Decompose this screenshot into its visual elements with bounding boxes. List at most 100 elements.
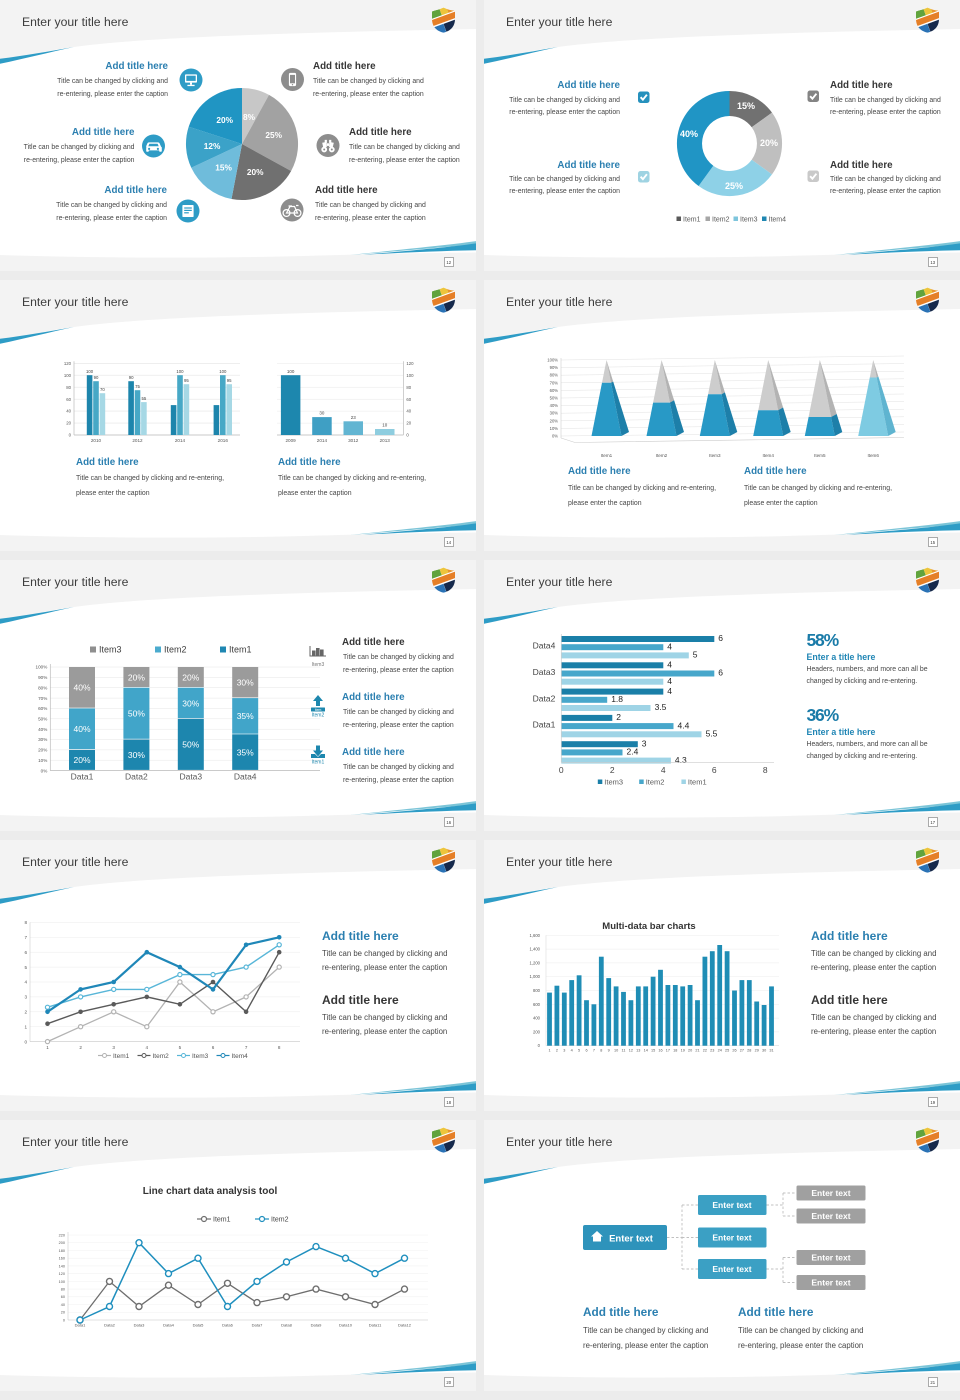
svg-text:800: 800 xyxy=(533,988,541,993)
svg-text:Item4: Item4 xyxy=(769,217,787,224)
svg-text:3: 3 xyxy=(563,1049,565,1053)
svg-text:2: 2 xyxy=(610,765,615,775)
svg-text:23: 23 xyxy=(710,1049,714,1053)
svg-text:Item3: Item3 xyxy=(192,1053,209,1060)
svg-text:35%: 35% xyxy=(237,711,254,721)
svg-text:23: 23 xyxy=(351,415,357,420)
svg-text:5: 5 xyxy=(24,965,27,970)
svg-text:1,200: 1,200 xyxy=(530,960,541,965)
svg-text:2010: 2010 xyxy=(91,438,102,443)
svg-text:20%: 20% xyxy=(38,748,47,753)
svg-text:0%: 0% xyxy=(552,434,558,439)
svg-text:8: 8 xyxy=(763,765,768,775)
svg-text:40%: 40% xyxy=(38,727,47,732)
svg-text:50%: 50% xyxy=(550,396,559,401)
svg-text:1,600: 1,600 xyxy=(530,933,541,938)
svg-text:40: 40 xyxy=(61,1303,65,1307)
svg-text:1,400: 1,400 xyxy=(530,947,541,952)
svg-text:70: 70 xyxy=(100,387,105,392)
svg-text:Enter text: Enter text xyxy=(811,1211,850,1221)
svg-text:30: 30 xyxy=(762,1049,766,1053)
svg-text:20: 20 xyxy=(66,421,71,426)
svg-text:3.5: 3.5 xyxy=(655,702,667,712)
svg-text:Item2: Item2 xyxy=(656,453,668,458)
svg-text:4.3: 4.3 xyxy=(675,755,687,765)
svg-text:4: 4 xyxy=(661,765,666,775)
svg-text:95: 95 xyxy=(184,378,189,383)
svg-text:60%: 60% xyxy=(38,706,47,711)
svg-text:20%: 20% xyxy=(182,672,199,682)
svg-text:120: 120 xyxy=(59,1272,65,1276)
svg-text:100: 100 xyxy=(86,369,94,374)
svg-text:14: 14 xyxy=(644,1049,648,1053)
svg-text:55: 55 xyxy=(142,396,147,401)
svg-text:600: 600 xyxy=(533,1002,541,1007)
svg-text:24: 24 xyxy=(718,1049,722,1053)
svg-text:40: 40 xyxy=(406,409,411,414)
svg-text:5: 5 xyxy=(578,1049,580,1053)
svg-text:3: 3 xyxy=(112,1045,115,1050)
svg-text:18: 18 xyxy=(673,1049,677,1053)
svg-text:13: 13 xyxy=(636,1049,640,1053)
svg-text:Item2: Item2 xyxy=(646,778,665,787)
svg-text:5: 5 xyxy=(179,1045,182,1050)
svg-text:7: 7 xyxy=(593,1049,595,1053)
svg-text:Data12: Data12 xyxy=(398,1323,412,1328)
svg-text:16: 16 xyxy=(658,1049,662,1053)
svg-text:120: 120 xyxy=(406,361,414,366)
svg-text:19: 19 xyxy=(681,1049,685,1053)
svg-text:10: 10 xyxy=(382,423,388,428)
svg-text:Data6: Data6 xyxy=(222,1323,233,1328)
svg-text:5: 5 xyxy=(693,650,698,660)
svg-text:3: 3 xyxy=(24,995,27,1000)
svg-text:5.5: 5.5 xyxy=(706,729,718,739)
svg-text:90%: 90% xyxy=(550,365,559,370)
svg-text:Data1: Data1 xyxy=(75,1323,86,1328)
svg-text:100: 100 xyxy=(176,369,184,374)
svg-text:Item2: Item2 xyxy=(312,713,325,719)
svg-text:20: 20 xyxy=(61,1311,65,1315)
svg-text:7: 7 xyxy=(24,935,27,940)
svg-text:90%: 90% xyxy=(38,675,47,680)
svg-text:4: 4 xyxy=(667,641,672,651)
svg-text:21: 21 xyxy=(695,1049,699,1053)
svg-text:Data2: Data2 xyxy=(125,772,148,782)
svg-text:10: 10 xyxy=(614,1049,618,1053)
svg-text:4: 4 xyxy=(667,676,672,686)
svg-text:8%: 8% xyxy=(243,112,256,122)
svg-text:Enter text: Enter text xyxy=(811,1278,850,1288)
svg-text:80: 80 xyxy=(406,385,411,390)
svg-text:15%: 15% xyxy=(737,101,755,111)
svg-text:50%: 50% xyxy=(128,709,145,719)
svg-text:7: 7 xyxy=(245,1045,248,1050)
svg-text:80: 80 xyxy=(61,1288,65,1292)
svg-text:Data5: Data5 xyxy=(193,1323,204,1328)
svg-text:Item3: Item3 xyxy=(709,453,721,458)
svg-text:30%: 30% xyxy=(128,750,145,760)
svg-text:12%: 12% xyxy=(204,141,221,151)
svg-text:17: 17 xyxy=(666,1049,670,1053)
svg-text:6: 6 xyxy=(718,668,723,678)
svg-text:100%: 100% xyxy=(36,665,48,670)
svg-text:40%: 40% xyxy=(680,129,698,139)
svg-text:6: 6 xyxy=(718,633,723,643)
svg-text:Item2: Item2 xyxy=(712,217,730,224)
svg-text:0: 0 xyxy=(538,1043,541,1048)
svg-text:400: 400 xyxy=(533,1016,541,1021)
svg-text:160: 160 xyxy=(59,1257,65,1261)
svg-text:2012: 2012 xyxy=(132,438,143,443)
svg-text:30: 30 xyxy=(319,411,325,416)
svg-text:1,000: 1,000 xyxy=(530,974,541,979)
svg-text:70%: 70% xyxy=(550,380,559,385)
svg-text:Item2: Item2 xyxy=(164,645,187,655)
svg-text:20%: 20% xyxy=(73,755,90,765)
svg-text:2.4: 2.4 xyxy=(627,747,639,757)
svg-text:6: 6 xyxy=(585,1049,587,1053)
svg-text:100: 100 xyxy=(59,1280,65,1284)
svg-text:Data11: Data11 xyxy=(369,1323,382,1328)
svg-text:25%: 25% xyxy=(265,130,282,140)
svg-text:180: 180 xyxy=(59,1249,65,1253)
svg-text:2: 2 xyxy=(556,1049,558,1053)
svg-text:220: 220 xyxy=(59,1233,65,1237)
svg-text:20%: 20% xyxy=(128,672,145,682)
